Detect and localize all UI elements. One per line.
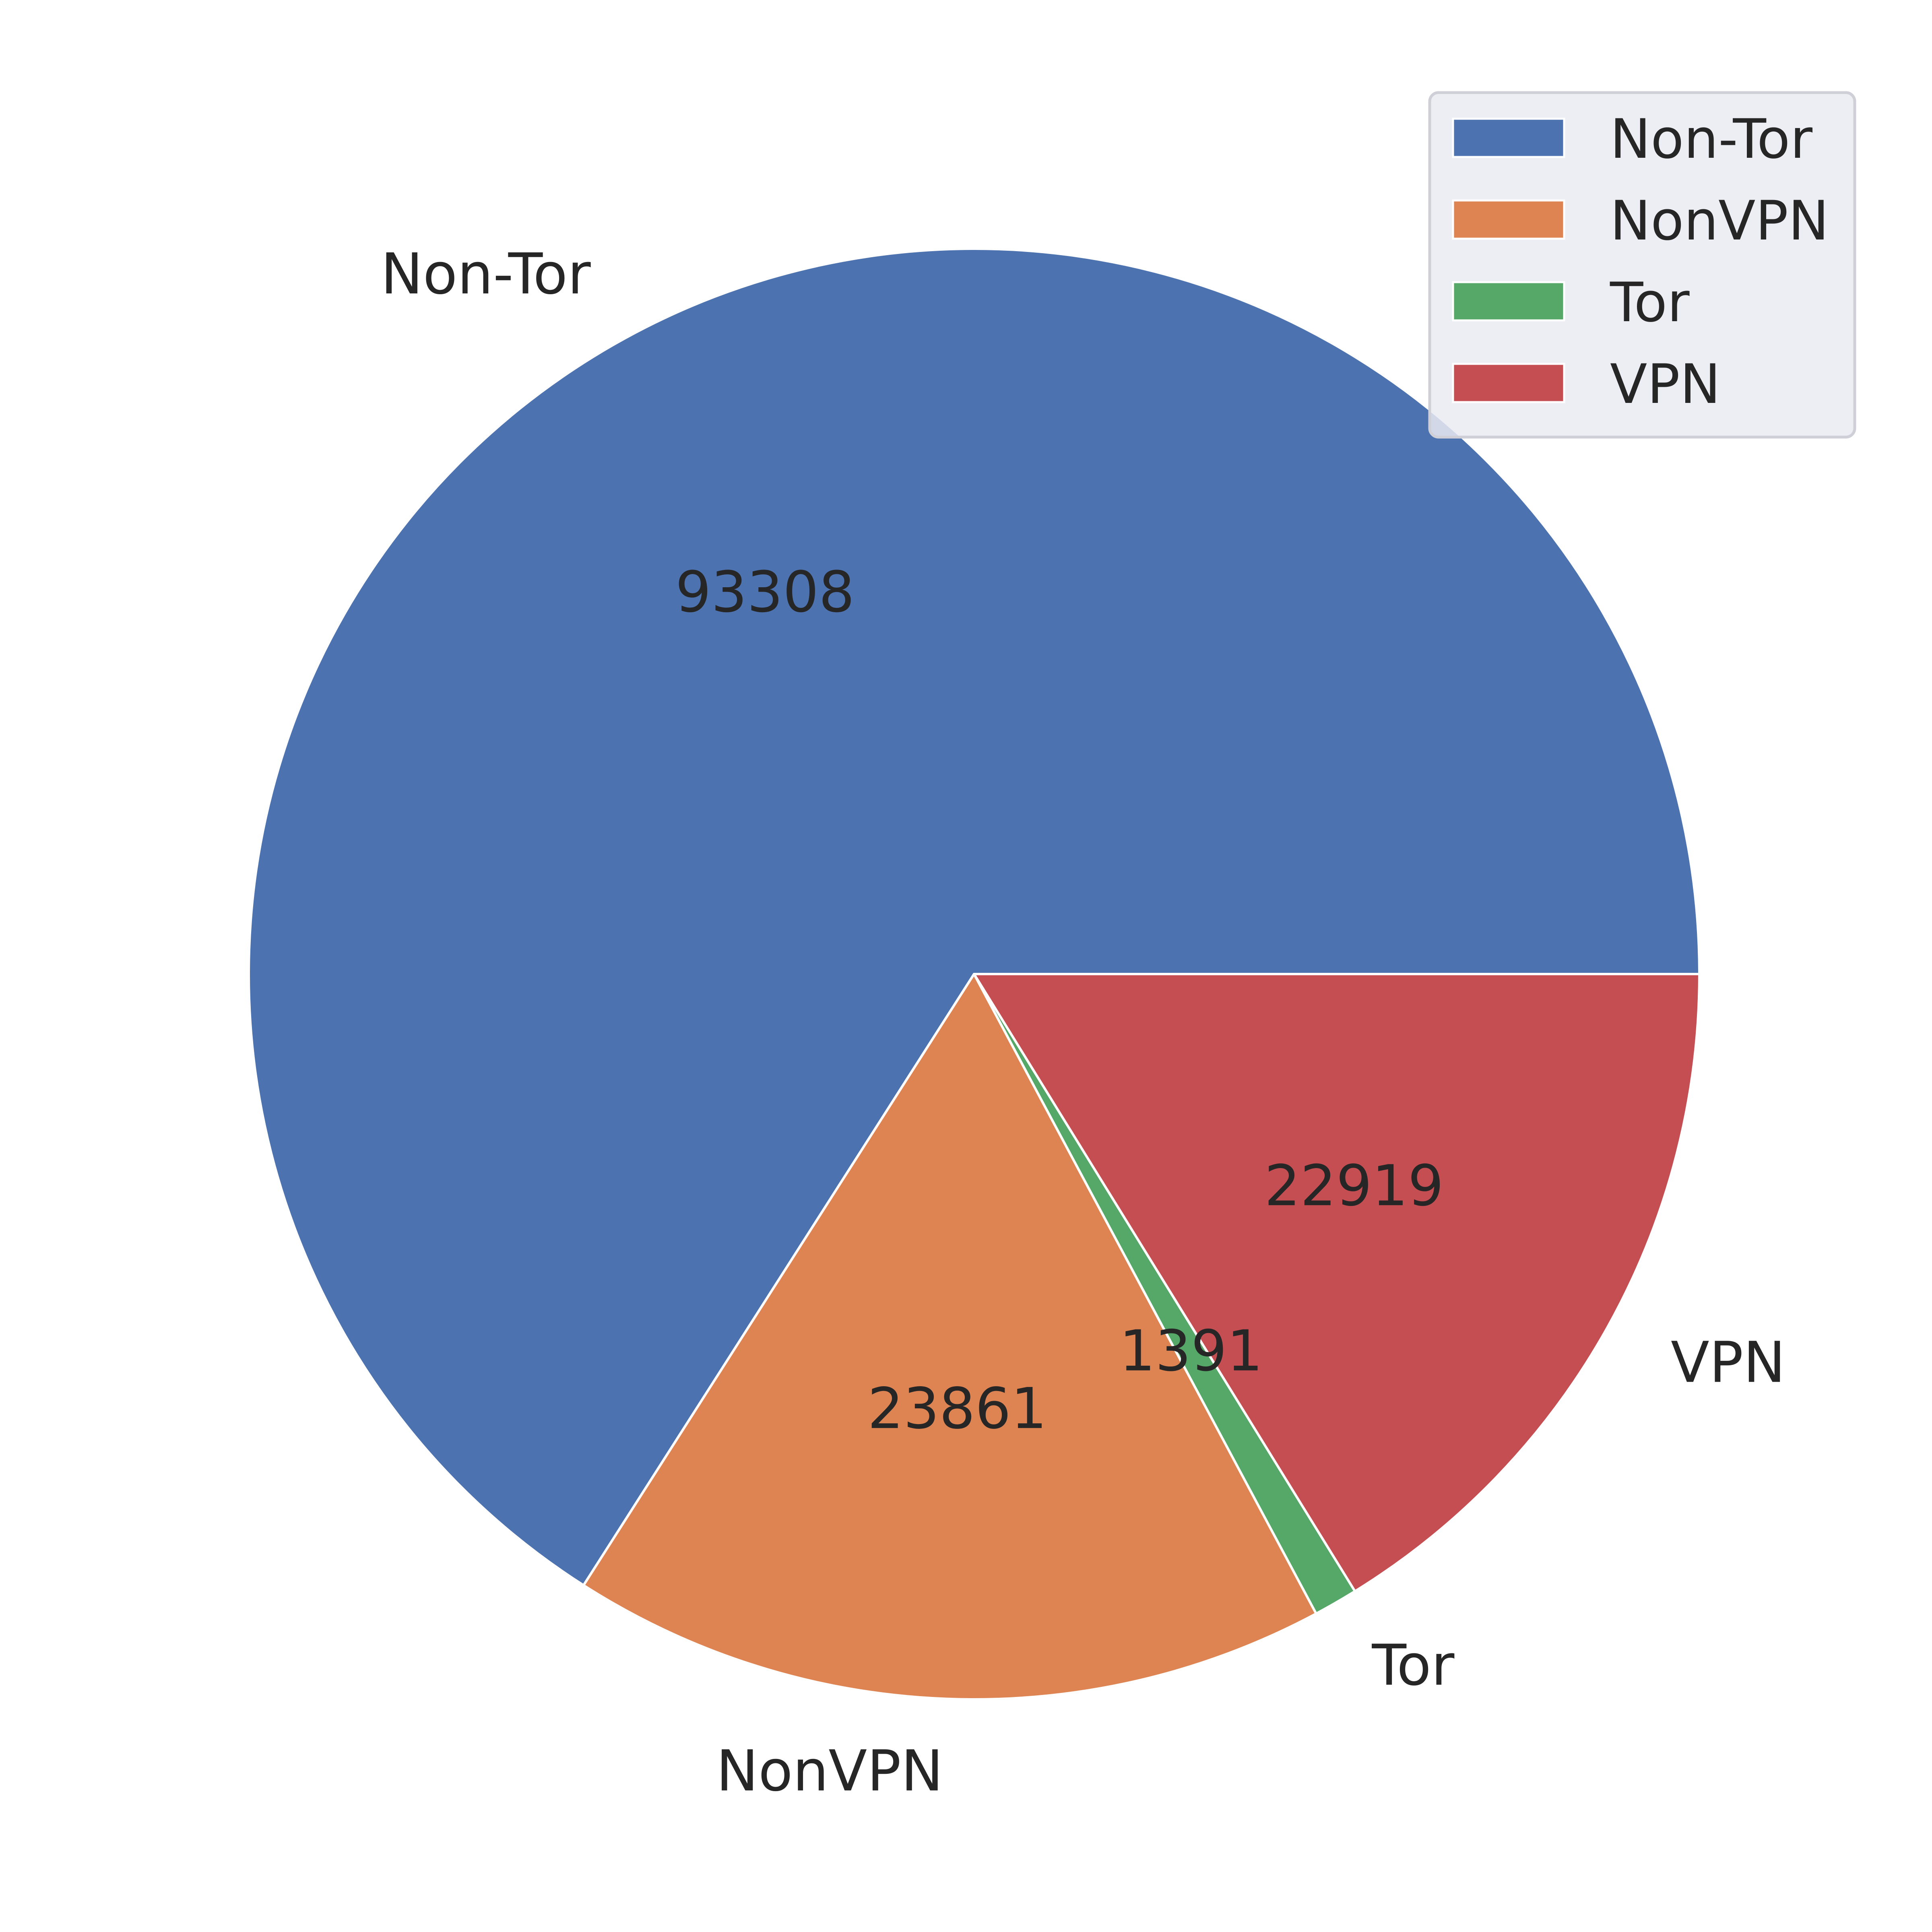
category-label-vpn: VPN — [1671, 1330, 1785, 1395]
legend-entry-nonvpn: NonVPN — [1452, 189, 1829, 252]
legend-entry-vpn: VPN — [1452, 353, 1721, 416]
category-label-non-tor: Non-Tor — [381, 242, 591, 307]
legend-label-vpn: VPN — [1610, 353, 1721, 416]
legend-label-nonvpn: NonVPN — [1610, 189, 1829, 252]
slice-value-labels: 93308 23861 1391 22919 — [675, 559, 1444, 1442]
pie-slice-vpn — [973, 973, 1701, 1593]
pie-slice-nonvpn — [582, 973, 1317, 1701]
value-label-non-tor: 93308 — [675, 559, 855, 625]
legend: Non-Tor NonVPN Tor VPN — [1428, 91, 1856, 439]
value-label-vpn: 22919 — [1264, 1153, 1443, 1219]
value-label-tor: 1391 — [1119, 1319, 1263, 1384]
legend-label-tor: Tor — [1610, 271, 1690, 334]
legend-entry-tor: Tor — [1452, 271, 1690, 334]
legend-swatch-vpn — [1452, 363, 1565, 403]
legend-swatch-tor — [1452, 281, 1565, 322]
pie-slices — [248, 248, 1701, 1701]
legend-swatch-nonvpn — [1452, 199, 1565, 240]
category-label-tor: Tor — [1371, 1633, 1454, 1699]
legend-entry-non-tor: Non-Tor — [1452, 107, 1813, 171]
legend-label-non-tor: Non-Tor — [1610, 107, 1813, 171]
slice-category-labels: Non-Tor NonVPN Tor VPN — [381, 242, 1785, 1804]
legend-frame — [1428, 91, 1856, 439]
value-label-nonvpn: 23861 — [868, 1376, 1047, 1442]
category-label-nonvpn: NonVPN — [716, 1738, 943, 1804]
legend-swatch-non-tor — [1452, 118, 1565, 158]
pie-slice-non-tor — [248, 248, 1701, 1587]
